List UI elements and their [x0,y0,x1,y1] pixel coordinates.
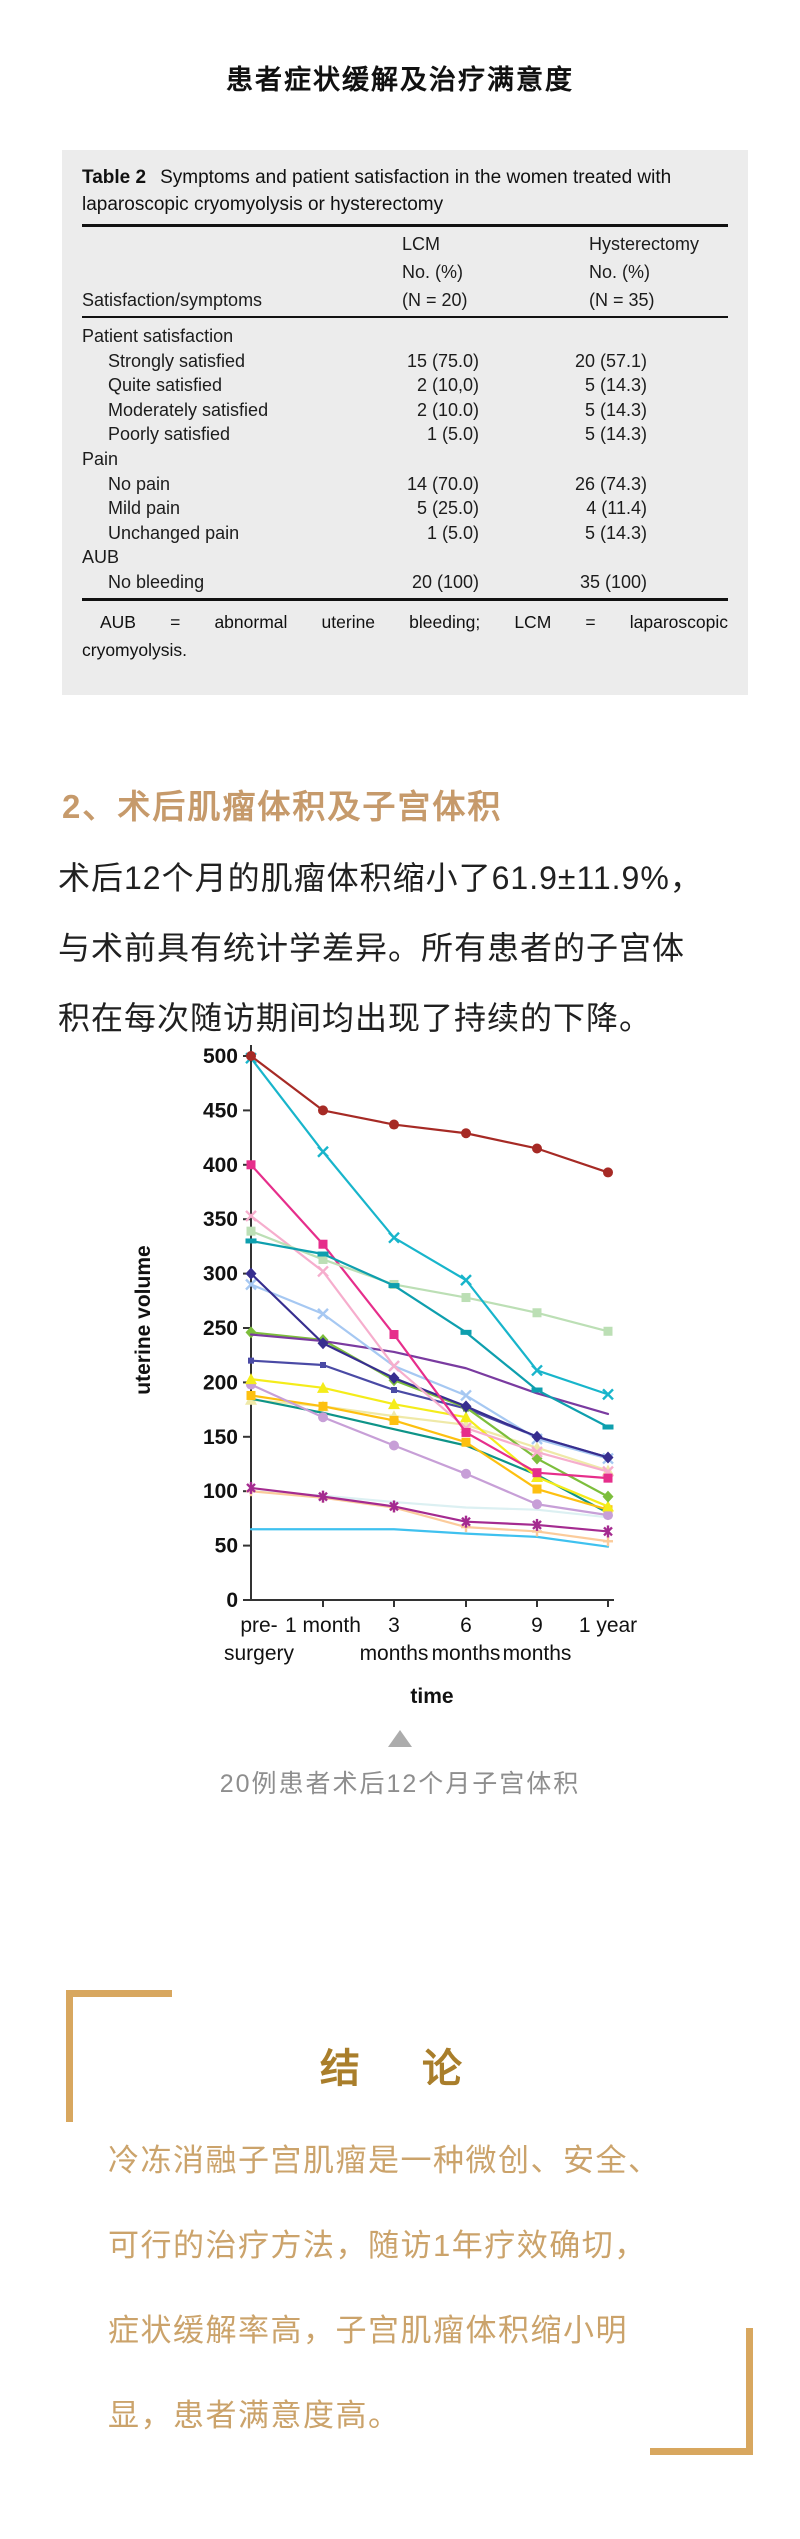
svg-text:200: 200 [203,1371,238,1394]
svg-text:months: months [503,1642,572,1665]
table-footnote: AUB = abnormal uterine bleeding; LCM = l… [82,608,728,664]
corner-bracket-top-left [66,1990,172,1997]
table-column-header: LCM No. (%) (N = 20) [402,234,468,310]
text-line: 术后12个月的肌瘤体积缩小了61.9±11.9%， [58,860,703,896]
row-value-hysterectomy: 4 (11.4) [586,498,647,519]
table-row: Strongly satisfied 15 (75.0) 20 (57.1) [82,349,728,374]
svg-text:500: 500 [203,1045,238,1068]
svg-text:400: 400 [203,1154,238,1177]
row-value-lcm: 2 (10,0) [416,375,479,396]
table-label: Table 2 [82,167,147,188]
table-row: No bleeding 20 (100) 35 (100) [82,570,728,595]
table-caption: Table 2 Symptoms and patient satisfaction… [82,164,728,218]
svg-text:0: 0 [226,1589,238,1612]
table-header: Satisfaction/symptoms LCM No. (%) (N = 20)… [82,230,728,314]
page-title: 患者症状缓解及治疗满意度 [226,65,574,95]
table-row-header: Satisfaction/symptoms [82,290,263,310]
svg-text:300: 300 [203,1263,238,1286]
corner-bracket-bottom-right-vertical [746,2328,753,2455]
row-label: Patient satisfaction [82,326,234,346]
svg-text:6: 6 [460,1614,472,1637]
table-row: Quite satisfied 2 (10,0) 5 (14.3) [82,373,728,398]
svg-text:9: 9 [531,1614,543,1637]
table-rule-top [82,224,728,227]
svg-text:surgery: surgery [224,1642,295,1665]
conclusion-body: 冷冻消融子宫肌瘤是一种微创、安全、 可行的治疗方法，随访1年疗效确切， 症状缓解率高… [108,2118,748,2458]
corner-bracket-top-left-vertical [66,1990,73,2122]
table-row: Mild pain 5 (25.0) 4 (11.4) [82,496,728,521]
row-value-hysterectomy: 35 (100) [579,571,647,592]
row-label: Strongly satisfied [108,350,246,371]
section-heading: 2、术后肌瘤体积及子宫体积 [62,788,503,825]
triangle-up-icon [388,1730,412,1747]
row-value-hysterectomy: 5 (14.3) [584,424,647,445]
table2-panel: Table 2 Symptoms and patient satisfaction… [62,150,748,695]
svg-text:1 month: 1 month [285,1614,361,1637]
table-row: No pain 14 (70.0) 26 (74.3) [82,472,728,497]
svg-text:time: time [410,1685,453,1708]
footnote-line: cryomyolysis. [82,640,188,660]
svg-text:100: 100 [203,1480,238,1503]
text-line: 与术前具有统计学差异。所有患者的子宫体 [58,930,686,966]
text-line: 冷冻消融子宫肌瘤是一种微创、安全、 [108,2143,661,2178]
row-label: Poorly satisfied [108,424,231,445]
row-value-hysterectomy: 5 (14.3) [584,399,647,420]
row-value-lcm: 15 (75.0) [406,350,479,371]
table-rows: Patient satisfaction Strongly satisfied 15… [82,324,728,595]
uterine-volume-chart: 0 50 100 150 200 250 300 350 400 450 500 pre-surger… [132,1045,637,1708]
row-label: Moderately satisfied [108,399,269,420]
footnote-line: AUB = abnormal uterine bleeding; LCM = l… [100,612,728,632]
table-row: Moderately satisfied 2 (10.0) 5 (14.3) [82,398,728,423]
row-label: Mild pain [108,498,181,519]
conclusion-title: 结 论 [320,2046,488,2091]
row-value-lcm: 5 (25.0) [416,498,479,519]
svg-text:uterine volume: uterine volume [132,1245,155,1394]
svg-text:350: 350 [203,1208,238,1231]
row-label: Quite satisfied [108,375,223,396]
figure-caption: 20例患者术后12个月子宫体积 [219,1770,581,1798]
svg-text:3: 3 [388,1614,400,1637]
svg-text:450: 450 [203,1099,238,1122]
row-value-hysterectomy: 26 (74.3) [574,473,647,494]
row-label: Pain [82,448,119,469]
text-line: 可行的治疗方法，随访1年疗效确切， [108,2228,647,2263]
table-row: Poorly satisfied 1 (5.0) 5 (14.3) [82,422,728,447]
row-value-lcm: 14 (70.0) [406,473,479,494]
svg-text:months: months [432,1642,501,1665]
row-value-hysterectomy: 5 (14.3) [584,522,647,543]
row-label: No bleeding [108,571,205,592]
svg-text:50: 50 [215,1535,238,1558]
row-value-lcm: 1 (5.0) [426,522,479,543]
table-column-header: Hysterectomy No. (%) (N = 35) [589,234,700,310]
table-rule-mid [82,316,728,318]
text-line: 显，患者满意度高。 [108,2398,401,2433]
row-value-lcm: 1 (5.0) [426,424,479,445]
table-rule-bottom [82,598,728,601]
row-value-hysterectomy: 20 (57.1) [574,350,647,371]
svg-text:months: months [360,1642,429,1665]
table-row: Unchanged pain 1 (5.0) 5 (14.3) [82,521,728,546]
text-line: 积在每次随访期间均出现了持续的下降。 [58,1000,653,1036]
row-value-hysterectomy: 5 (14.3) [584,375,647,396]
row-value-lcm: 2 (10.0) [416,399,479,420]
svg-text:150: 150 [203,1426,238,1449]
row-label: AUB [82,547,120,568]
row-value-lcm: 20 (100) [411,571,479,592]
svg-text:pre-: pre- [240,1614,277,1637]
row-label: No pain [108,473,171,494]
table-row: Pain [82,447,728,472]
table-row: AUB [82,545,728,570]
table-caption-text: Symptoms and patient satisfaction in the… [82,167,672,215]
row-label: Unchanged pain [108,522,240,543]
svg-text:250: 250 [203,1317,238,1340]
text-line: 症状缓解率高，子宫肌瘤体积缩小明 [108,2313,628,2348]
svg-text:1 year: 1 year [579,1614,637,1637]
body-paragraph: 术后12个月的肌瘤体积缩小了61.9±11.9%， 与术前具有统计学差异。所有患者… [58,843,750,1053]
table-row: Patient satisfaction [82,324,728,349]
corner-bracket-bottom-right [650,2448,753,2455]
